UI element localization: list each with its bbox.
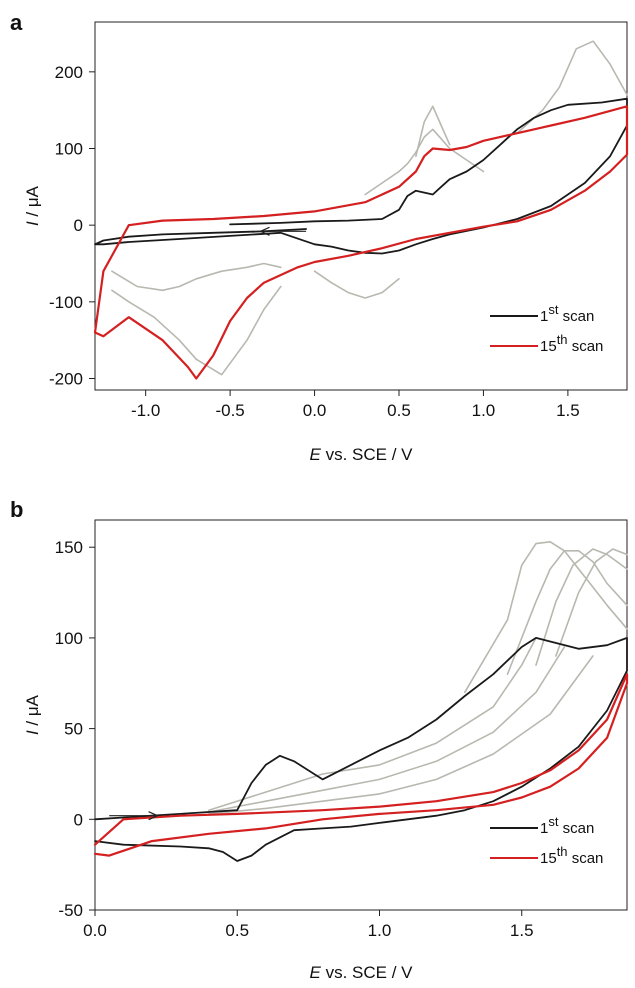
y-tick-label: -200: [49, 370, 83, 389]
legend-label: 15th scan: [540, 844, 603, 867]
x-tick-label: -1.0: [131, 401, 160, 420]
legend-label-suffix: th: [557, 844, 568, 859]
legend-label-suffix: th: [557, 332, 568, 347]
x-tick-label: 0.0: [303, 401, 327, 420]
legend-label: 15th scan: [540, 332, 603, 355]
panel-label-b: b: [10, 497, 23, 522]
x-tick-label: 1.0: [472, 401, 496, 420]
panel-b: b 0.0 0.5 1.0 1.5 -50 0 50 100 150 E vs. SCE / V I…: [10, 497, 629, 982]
x-tick-label: 0.5: [387, 401, 411, 420]
legend-label-word: scan: [558, 308, 594, 325]
y-axis-title-rest: / μA: [23, 694, 42, 730]
plot-frame: [94, 21, 628, 391]
y-tick-label: 0: [74, 216, 83, 235]
legend-label: 1st scan: [540, 814, 594, 837]
intermediate-scan-line: [364, 128, 485, 196]
arrow-head-icon: [148, 811, 158, 821]
legend-label-number: 15: [540, 850, 557, 867]
y-axis-title: I / μA: [23, 694, 42, 735]
last-scan-line: [93, 673, 629, 857]
x-axis-title-italic: E: [310, 445, 322, 464]
y-tick-label: -100: [49, 293, 83, 312]
legend-label-word: scan: [568, 850, 604, 867]
legend-label-word: scan: [568, 338, 604, 355]
y-tick-label: 150: [55, 538, 83, 557]
intermediate-scan-line: [208, 655, 594, 815]
y-tick-label: 100: [55, 140, 83, 159]
x-tick-label: 0.5: [225, 921, 249, 940]
x-axis-title: E vs. SCE / V: [310, 445, 414, 464]
y-axis-title-italic: I: [23, 730, 42, 735]
x-tick-label: 0.0: [83, 921, 107, 940]
legend-label-number: 15: [540, 338, 557, 355]
x-axis-title: E vs. SCE / V: [310, 963, 414, 982]
plot-frame: [94, 519, 628, 911]
last-scan-line: [93, 105, 629, 380]
panel-label-a: a: [10, 10, 23, 35]
x-axis-title-rest: vs. SCE / V: [321, 445, 413, 464]
intermediate-scan-line: [415, 105, 451, 157]
intermediate-scan-line: [463, 540, 628, 694]
intermediate-scan-line: [506, 549, 628, 676]
intermediate-scan-line: [313, 270, 400, 299]
panel-a: a -1.0 -0.5 0.0 0.5 1.0 1.5 -200 -100 0 100 200 E v…: [10, 10, 629, 464]
y-tick-label: 50: [64, 720, 83, 739]
intermediate-scan-line: [111, 285, 282, 376]
legend-label: 1st scan: [540, 302, 594, 325]
legend-label-number: 1: [540, 308, 548, 325]
intermediate-scan-line: [516, 40, 628, 134]
intermediate-scan-line: [208, 646, 566, 813]
x-tick-label: 1.5: [556, 401, 580, 420]
x-axis-title-rest: vs. SCE / V: [321, 963, 413, 982]
legend-label-word: scan: [558, 820, 594, 837]
intermediate-scan-line: [555, 548, 628, 657]
intermediate-scan-line: [208, 637, 537, 812]
intermediate-scan-line: [111, 262, 282, 292]
x-tick-label: -0.5: [215, 401, 244, 420]
y-tick-label: 0: [74, 810, 83, 829]
y-axis-title-rest: / μA: [23, 185, 42, 221]
y-axis-title-italic: I: [23, 221, 42, 226]
y-tick-label: -50: [58, 901, 83, 920]
legend-label-suffix: st: [548, 814, 559, 829]
y-tick-label: 100: [55, 629, 83, 648]
y-tick-label: 200: [55, 63, 83, 82]
x-axis-title-italic: E: [310, 963, 322, 982]
first-scan-line: [94, 97, 628, 255]
x-tick-label: 1.0: [368, 921, 392, 940]
legend-label-suffix: st: [548, 302, 559, 317]
legend-label-number: 1: [540, 820, 548, 837]
y-axis-title: I / μA: [23, 185, 42, 226]
intermediate-scan-line: [535, 548, 628, 666]
first-scan-line: [94, 637, 628, 862]
x-tick-label: 1.5: [510, 921, 534, 940]
arrow-head-icon: [260, 226, 270, 236]
